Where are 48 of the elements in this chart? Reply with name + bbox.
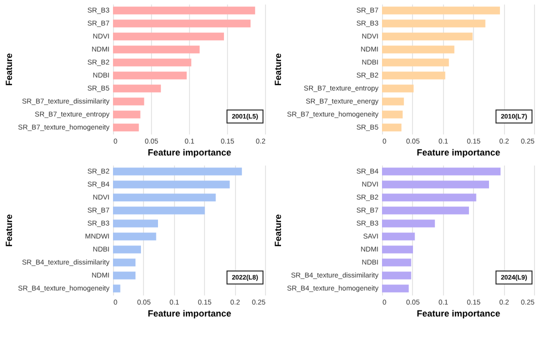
bar — [382, 46, 454, 54]
bar — [382, 194, 476, 202]
bar — [382, 20, 486, 28]
bar — [113, 84, 161, 92]
x-axis-title: Feature importance — [148, 308, 232, 318]
bar — [113, 124, 139, 132]
bar — [382, 220, 435, 228]
bar — [113, 194, 216, 202]
y-axis-title: Feature — [273, 53, 284, 86]
bar — [113, 20, 251, 28]
bar — [382, 272, 412, 280]
bar — [382, 124, 402, 132]
bar — [382, 84, 414, 92]
bar — [382, 98, 404, 106]
x-axis-title: Feature importance — [416, 148, 500, 158]
x-axis-title: Feature importance — [148, 148, 232, 158]
bar — [113, 72, 187, 80]
bar — [382, 258, 412, 266]
bar — [113, 110, 140, 118]
bar — [113, 272, 136, 280]
bar — [113, 180, 230, 188]
bar — [382, 110, 403, 118]
bar — [113, 58, 192, 66]
bar — [113, 258, 136, 266]
bar — [382, 58, 449, 66]
bar — [113, 6, 256, 14]
bar — [113, 46, 200, 54]
bar — [113, 32, 224, 40]
bar — [382, 6, 500, 14]
bar — [113, 246, 141, 254]
bar — [382, 246, 414, 254]
y-axis-title: Feature — [273, 214, 284, 247]
bar — [382, 72, 446, 80]
bar — [113, 98, 144, 106]
bar — [382, 284, 409, 292]
x-axis-title: Feature importance — [416, 308, 500, 318]
bar — [382, 180, 490, 188]
bar — [382, 32, 473, 40]
y-axis-title: Feature — [4, 214, 14, 247]
bar — [113, 220, 158, 228]
bar — [113, 284, 120, 292]
bar — [113, 168, 242, 176]
bar — [113, 232, 156, 240]
bar — [382, 206, 469, 214]
bar — [382, 232, 415, 240]
y-axis-title: Feature — [4, 53, 14, 86]
bar — [382, 168, 501, 176]
bar — [113, 206, 205, 214]
